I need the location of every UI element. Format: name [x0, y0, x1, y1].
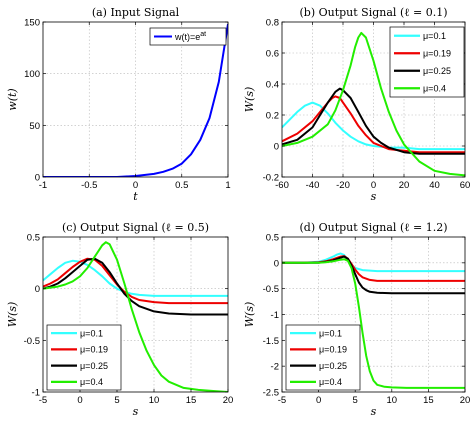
- y-tick-label: 100: [24, 69, 40, 80]
- x-tick-label: -20: [336, 180, 350, 191]
- x-tick-label: 15: [186, 395, 197, 406]
- x-tick-label: 10: [387, 395, 398, 406]
- x-axis-label: s: [371, 190, 377, 203]
- y-tick-label: 0: [274, 258, 279, 269]
- chart-title: (d) Output Signal (ℓ = 1.2): [300, 221, 448, 234]
- x-tick-label: -5: [278, 395, 286, 406]
- legend: μ=0.1 μ=0.19 μ=0.25 μ=0.4: [285, 324, 361, 391]
- x-tick-label: -60: [275, 180, 289, 191]
- y-axis-label-c: W(s): [6, 302, 19, 328]
- x-tick-label: 0: [133, 180, 138, 191]
- y-tick-label: -0.5: [263, 284, 279, 295]
- y-tick-label: 0: [35, 284, 40, 295]
- series-line-2: [282, 95, 465, 154]
- y-tick-label: 0.4: [266, 80, 279, 91]
- series-line-1: [43, 23, 228, 177]
- x-tick-label: 0: [77, 395, 82, 406]
- x-tick-label: 20: [460, 395, 471, 406]
- chart-panel-d: -5 0 5 10 15 20 -2.5 -2 -1.5 -1 -0.5 0 0.5 (d) Output…: [243, 221, 470, 418]
- legend: μ=0.1 μ=0.19 μ=0.25 μ=0.4: [389, 26, 465, 98]
- series-line-4: [43, 241, 228, 392]
- legend-entry: μ=0.25: [423, 66, 451, 76]
- legend-box: [285, 324, 361, 391]
- chart-title: (a) Input Signal: [92, 6, 180, 19]
- chart-panel-c: -5 0 5 10 15 20 -1 -0.5 0 0.5 (c) Output Signal (ℓ…: [6, 221, 233, 418]
- y-tick-label: 150: [24, 18, 40, 29]
- y-axis-label-d: W(s): [243, 302, 256, 328]
- series-line-1: [282, 101, 465, 151]
- x-tick-label: 40: [429, 180, 440, 191]
- legend-entry: μ=0.1: [423, 31, 446, 41]
- y-tick-label: 0.2: [266, 111, 279, 122]
- x-tick-label: 0: [316, 395, 321, 406]
- y-tick-label: -2: [271, 362, 279, 373]
- series-line-1: [43, 259, 228, 297]
- chart-panel-b: -60 -40 -20 0 20 40 60 -0.2 0 0.2 0.4 0.6 0.8 (b) Out…: [243, 6, 470, 203]
- y-tick-label: 0.5: [27, 233, 40, 244]
- y-tick-label: -0.5: [24, 336, 40, 347]
- x-axis-label: s: [371, 405, 377, 418]
- y-tick-label: -1: [32, 388, 40, 399]
- legend-entry: μ=0.19: [423, 49, 451, 59]
- y-tick-label: -1: [271, 310, 279, 321]
- series-line-3: [282, 87, 465, 155]
- x-tick-label: -40: [306, 180, 320, 191]
- legend-entry: μ=0.19: [80, 345, 108, 355]
- legend-entry: μ=0.4: [423, 84, 446, 94]
- chart-title: (c) Output Signal (ℓ = 0.5): [62, 221, 209, 234]
- legend-box: [46, 324, 122, 391]
- legend: μ=0.1 μ=0.19 μ=0.25 μ=0.4: [46, 324, 122, 391]
- series-line-2: [43, 257, 228, 305]
- series-line-4: [282, 258, 465, 389]
- y-tick-label: 0.8: [266, 18, 279, 29]
- legend-entry: μ=0.25: [319, 361, 347, 371]
- legend-entry: w(t)=eat: [174, 31, 206, 42]
- x-tick-label: 60: [460, 180, 471, 191]
- y-tick-label: 0.6: [266, 49, 279, 60]
- chart-title: (b) Output Signal (ℓ = 0.1): [300, 6, 448, 19]
- series-line-2: [282, 255, 465, 282]
- series-line-4: [282, 31, 465, 177]
- x-axis-label: s: [133, 405, 139, 418]
- series-line-3: [43, 257, 228, 316]
- x-tick-label: 10: [149, 395, 160, 406]
- y-tick-label: 0: [35, 173, 40, 184]
- x-tick-label: 15: [423, 395, 434, 406]
- chart-panel-a: -1 -0.5 0 0.5 1 0 50 100 150 (a) Input Signal t w(t…: [6, 6, 231, 203]
- y-tick-label: 50: [29, 121, 40, 132]
- y-axis-label-a: w(t): [6, 88, 19, 110]
- y-axis-label-b: W(s): [243, 87, 256, 113]
- plot-frame: [42, 236, 229, 393]
- x-tick-label: 0: [371, 180, 376, 191]
- x-tick-label: 1: [225, 180, 230, 191]
- legend-entry: μ=0.1: [319, 328, 342, 338]
- x-tick-label: 5: [114, 395, 119, 406]
- legend: w(t)=eat: [149, 27, 227, 46]
- x-tick-label: -5: [39, 395, 47, 406]
- legend-entry: μ=0.19: [319, 345, 347, 355]
- x-tick-label: 20: [223, 395, 234, 406]
- x-axis-label: t: [133, 190, 138, 203]
- legend-entry: μ=0.4: [80, 377, 103, 387]
- x-tick-label: 5: [353, 395, 358, 406]
- x-tick-label: -1: [39, 180, 47, 191]
- x-tick-label: 20: [399, 180, 410, 191]
- legend-entry: μ=0.1: [80, 328, 103, 338]
- legend-entry: μ=0.25: [80, 361, 108, 371]
- legend-box: [389, 26, 465, 98]
- y-tick-label: -1.5: [263, 336, 279, 347]
- y-tick-label: -0.2: [263, 173, 279, 184]
- legend-entry: μ=0.4: [319, 377, 342, 387]
- legend-box: [149, 27, 227, 46]
- y-tick-label: -2.5: [263, 388, 279, 399]
- y-tick-label: 0.5: [266, 233, 279, 244]
- x-tick-label: 0.5: [175, 180, 188, 191]
- x-tick-label: -0.5: [81, 180, 97, 191]
- y-tick-label: 0: [274, 142, 279, 153]
